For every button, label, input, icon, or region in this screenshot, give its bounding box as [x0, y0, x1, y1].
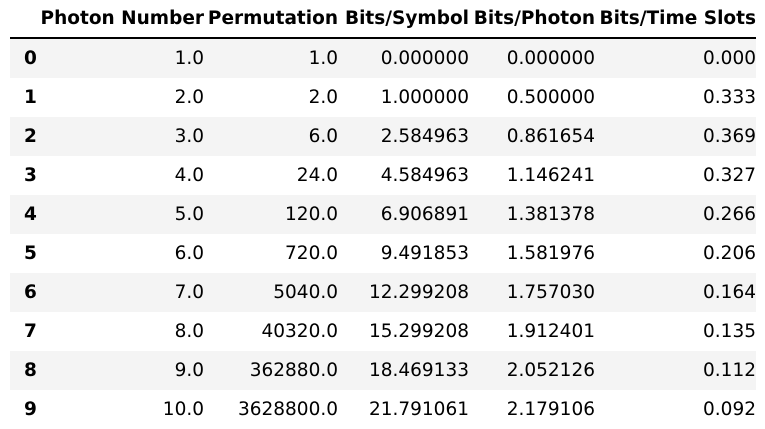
- cell-photon-number: 7.0: [174, 282, 204, 303]
- table-body: 0 1.0 1.0 0.000000 0.000000 0.000 1 2.0 …: [10, 38, 756, 429]
- row-index: 1: [24, 87, 37, 108]
- cell-permutation: 6.0: [308, 126, 338, 147]
- cell-bits-per-time-slots: 0.327: [703, 165, 756, 186]
- cell-bits-per-photon: 0.000000: [506, 48, 595, 69]
- cell-bits-per-photon: 1.757030: [506, 282, 595, 303]
- row-index: 0: [24, 48, 37, 69]
- column-header-bits-per-symbol: Bits/Symbol: [338, 0, 469, 39]
- cell-bits-per-time-slots: 0.135: [703, 321, 756, 342]
- column-header-photon-number: Photon Number: [30, 0, 204, 39]
- cell-bits-per-time-slots: 0.333: [703, 87, 756, 108]
- table-row: 0 1.0 1.0 0.000000 0.000000 0.000: [10, 38, 756, 78]
- table-header: Photon Number Permutation Bits/Symbol Bi…: [10, 0, 756, 39]
- cell-permutation: 1.0: [308, 48, 338, 69]
- table-row: 1 2.0 2.0 1.000000 0.500000 0.333: [10, 78, 756, 117]
- column-header-bits-per-time-slots: Bits/Time Slots: [595, 0, 756, 39]
- cell-bits-per-photon: 2.052126: [506, 360, 595, 381]
- row-index: 9: [24, 399, 37, 420]
- table-row: 3 4.0 24.0 4.584963 1.146241 0.327: [10, 156, 756, 195]
- cell-photon-number: 10.0: [162, 399, 204, 420]
- cell-permutation: 40320.0: [261, 321, 338, 342]
- row-index: 8: [24, 360, 37, 381]
- cell-bits-per-time-slots: 0.206: [703, 243, 756, 264]
- row-index: 2: [24, 126, 37, 147]
- table-row: 7 8.0 40320.0 15.299208 1.912401 0.135: [10, 312, 756, 351]
- cell-bits-per-symbol: 2.584963: [380, 126, 469, 147]
- cell-bits-per-symbol: 6.906891: [380, 204, 469, 225]
- cell-bits-per-symbol: 0.000000: [380, 48, 469, 69]
- cell-photon-number: 6.0: [174, 243, 204, 264]
- cell-photon-number: 9.0: [174, 360, 204, 381]
- cell-bits-per-photon: 0.861654: [506, 126, 595, 147]
- cell-permutation: 5040.0: [273, 282, 338, 303]
- cell-permutation: 720.0: [285, 243, 338, 264]
- dataframe-output: Photon Number Permutation Bits/Symbol Bi…: [10, 0, 756, 429]
- cell-bits-per-symbol: 4.584963: [380, 165, 469, 186]
- cell-bits-per-photon: 1.912401: [506, 321, 595, 342]
- cell-bits-per-photon: 2.179106: [506, 399, 595, 420]
- cell-bits-per-photon: 1.581976: [506, 243, 595, 264]
- cell-bits-per-symbol: 18.469133: [368, 360, 469, 381]
- cell-photon-number: 1.0: [174, 48, 204, 69]
- header-row: Photon Number Permutation Bits/Symbol Bi…: [10, 0, 756, 39]
- cell-permutation: 2.0: [308, 87, 338, 108]
- cell-permutation: 3628800.0: [237, 399, 338, 420]
- cell-bits-per-time-slots: 0.092: [703, 399, 756, 420]
- cell-photon-number: 4.0: [174, 165, 204, 186]
- table-row: 4 5.0 120.0 6.906891 1.381378 0.266: [10, 195, 756, 234]
- cell-bits-per-photon: 1.146241: [506, 165, 595, 186]
- row-index: 7: [24, 321, 37, 342]
- row-index: 3: [24, 165, 37, 186]
- cell-bits-per-time-slots: 0.164: [703, 282, 756, 303]
- row-index: 6: [24, 282, 37, 303]
- cell-bits-per-photon: 0.500000: [506, 87, 595, 108]
- column-header-bits-per-photon: Bits/Photon: [469, 0, 595, 39]
- cell-photon-number: 8.0: [174, 321, 204, 342]
- cell-permutation: 24.0: [296, 165, 338, 186]
- table-row: 8 9.0 362880.0 18.469133 2.052126 0.112: [10, 351, 756, 390]
- row-index: 4: [24, 204, 37, 225]
- cell-bits-per-photon: 1.381378: [506, 204, 595, 225]
- cell-bits-per-symbol: 21.791061: [368, 399, 469, 420]
- cell-photon-number: 5.0: [174, 204, 204, 225]
- cell-bits-per-symbol: 1.000000: [380, 87, 469, 108]
- table-row: 6 7.0 5040.0 12.299208 1.757030 0.164: [10, 273, 756, 312]
- cell-bits-per-symbol: 15.299208: [368, 321, 469, 342]
- dataframe-table: Photon Number Permutation Bits/Symbol Bi…: [10, 0, 756, 429]
- table-row: 9 10.0 3628800.0 21.791061 2.179106 0.09…: [10, 390, 756, 429]
- cell-bits-per-time-slots: 0.112: [703, 360, 756, 381]
- table-row: 2 3.0 6.0 2.584963 0.861654 0.369: [10, 117, 756, 156]
- table-row: 5 6.0 720.0 9.491853 1.581976 0.206: [10, 234, 756, 273]
- cell-bits-per-time-slots: 0.266: [703, 204, 756, 225]
- cell-permutation: 362880.0: [249, 360, 338, 381]
- row-index: 5: [24, 243, 37, 264]
- cell-photon-number: 3.0: [174, 126, 204, 147]
- cell-permutation: 120.0: [285, 204, 338, 225]
- index-header: [10, 0, 30, 39]
- cell-bits-per-symbol: 12.299208: [368, 282, 469, 303]
- cell-bits-per-time-slots: 0.369: [703, 126, 756, 147]
- cell-bits-per-time-slots: 0.000: [703, 48, 756, 69]
- column-header-permutation: Permutation: [204, 0, 338, 39]
- cell-bits-per-symbol: 9.491853: [380, 243, 469, 264]
- cell-photon-number: 2.0: [174, 87, 204, 108]
